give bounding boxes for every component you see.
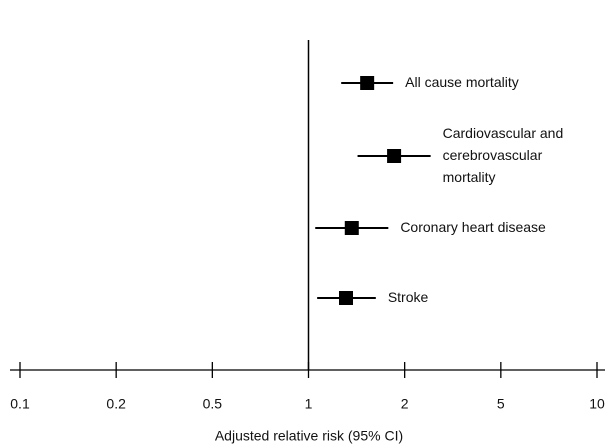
point-estimate [344, 221, 359, 235]
row-label-line: Cardiovascular and [443, 125, 564, 141]
row-label-line: Coronary heart disease [400, 219, 546, 235]
point-estimate [339, 291, 354, 305]
row-label-line: mortality [443, 169, 496, 185]
row-label: Stroke [388, 289, 429, 305]
x-tick-label: 0.2 [106, 396, 126, 412]
x-tick-label: 0.1 [10, 396, 30, 412]
x-tick-label: 0.5 [203, 396, 223, 412]
x-tick-label: 10 [589, 396, 605, 412]
x-tick-label: 1 [305, 396, 313, 412]
row-label-line: All cause mortality [405, 74, 519, 90]
row-label-line: cerebrovascular [443, 147, 543, 163]
point-estimate [360, 76, 375, 90]
row-label: Coronary heart disease [400, 219, 546, 235]
x-tick-label: 2 [401, 396, 409, 412]
x-axis-label: Adjusted relative risk (95% CI) [215, 428, 403, 444]
point-estimate [387, 149, 402, 163]
x-tick-label: 5 [497, 396, 505, 412]
row-label: Cardiovascular and cerebrovascular mortali… [443, 125, 564, 185]
row-label: All cause mortality [405, 74, 519, 90]
row-label-line: Stroke [388, 289, 429, 305]
